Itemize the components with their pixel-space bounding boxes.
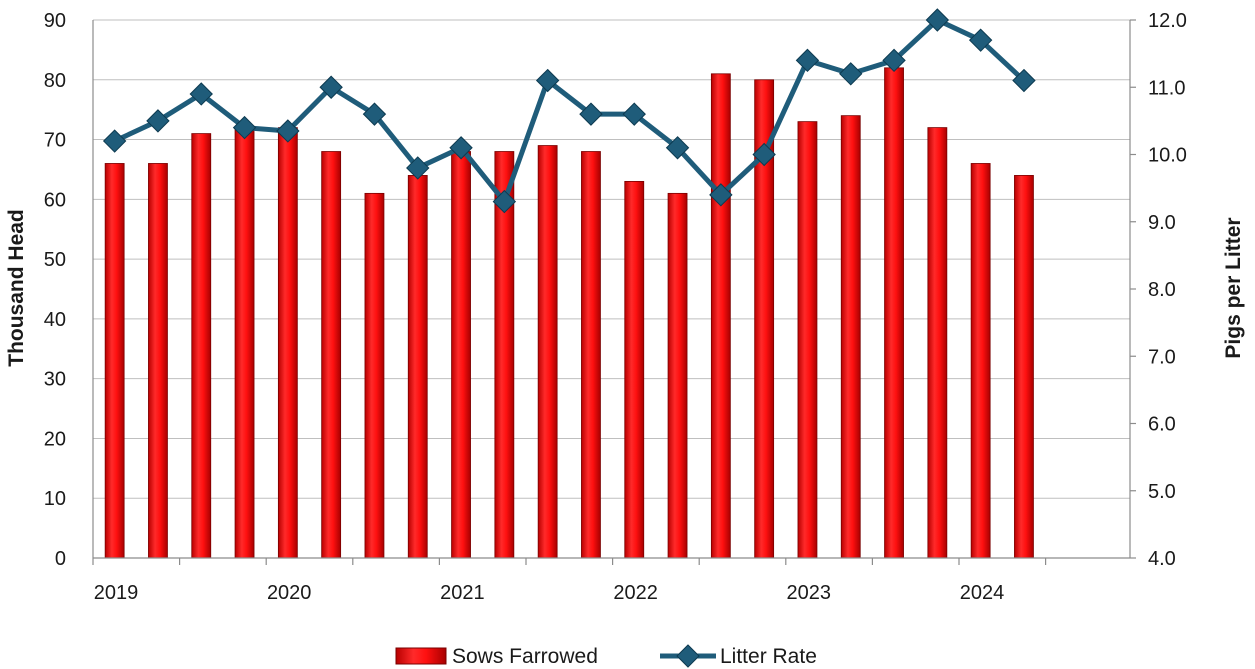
- bar-sows-farrowed: [148, 163, 168, 559]
- bar-sows-farrowed: [970, 163, 991, 559]
- bar-sows-farrowed: [667, 192, 688, 559]
- x-axis-ticks: 2019 2020 2021 2022 2023 2024: [94, 582, 1005, 604]
- bar-sows-farrowed: [234, 127, 255, 559]
- right-tick-label: 8.0: [1148, 279, 1176, 301]
- point-litter-rate: [968, 28, 993, 52]
- x-tick-label: 2019: [94, 582, 139, 604]
- bar-sows-farrowed: [364, 192, 385, 559]
- gridlines: [93, 19, 1130, 499]
- bar-sows-farrowed: [624, 180, 645, 559]
- left-tick-label: 70: [44, 130, 66, 152]
- x-tick-label: 2023: [787, 582, 832, 604]
- bar-series: [104, 67, 1034, 559]
- left-tick-label: 50: [44, 249, 66, 271]
- line-series: [102, 8, 1036, 214]
- legend: Sows Farrowed Litter Rate: [395, 644, 817, 668]
- left-axis-title: Thousand Head: [5, 209, 28, 367]
- bar-sows-farrowed: [840, 115, 861, 559]
- x-tick-label: 2024: [960, 582, 1005, 604]
- left-tick-label: 80: [44, 70, 66, 92]
- legend-label-sows-farrowed: Sows Farrowed: [452, 645, 598, 668]
- bar-sows-farrowed: [451, 151, 471, 559]
- point-litter-rate: [839, 62, 863, 86]
- right-tick-label: 7.0: [1148, 346, 1176, 368]
- point-litter-rate: [189, 82, 213, 106]
- point-litter-rate: [102, 129, 127, 153]
- point-litter-rate: [1012, 68, 1036, 93]
- legend-marker-litter-rate: [676, 644, 700, 668]
- bar-sows-farrowed: [407, 175, 428, 559]
- left-tick-label: 40: [44, 309, 66, 331]
- legend-label-litter-rate: Litter Rate: [720, 645, 817, 668]
- point-litter-rate: [925, 8, 950, 32]
- point-litter-rate: [622, 102, 646, 126]
- point-litter-rate: [406, 156, 430, 180]
- right-axis-ticks: 4.0 5.0 6.0 7.0 8.0 9.0 10.0 11.0 12.0: [1148, 10, 1187, 570]
- point-litter-rate: [579, 102, 603, 126]
- point-litter-rate: [535, 68, 560, 93]
- point-litter-rate: [276, 119, 300, 143]
- right-tick-label: 5.0: [1148, 481, 1176, 503]
- x-tick-label: 2022: [613, 582, 658, 604]
- bar-sows-farrowed: [1014, 175, 1034, 559]
- line-litter-rate: [113, 17, 1026, 205]
- bar-sows-farrowed: [710, 73, 731, 559]
- left-tick-label: 10: [44, 488, 66, 510]
- point-litter-rate: [232, 115, 257, 140]
- point-litter-rate: [319, 75, 343, 99]
- point-litter-rate: [882, 48, 906, 73]
- left-tick-label: 20: [44, 428, 66, 450]
- legend-swatch-sows-farrowed: [395, 647, 447, 665]
- right-tick-label: 9.0: [1148, 212, 1176, 234]
- point-litter-rate: [492, 189, 517, 214]
- point-litter-rate: [146, 109, 170, 133]
- bar-sows-farrowed: [884, 67, 904, 559]
- point-litter-rate: [449, 136, 473, 160]
- point-litter-rate: [362, 102, 387, 126]
- point-litter-rate: [752, 142, 776, 167]
- right-tick-label: 10.0: [1148, 145, 1187, 167]
- bar-sows-farrowed: [537, 145, 558, 559]
- left-tick-label: 90: [44, 10, 66, 32]
- left-tick-label: 30: [44, 369, 66, 391]
- left-tick-label: 60: [44, 189, 66, 211]
- bar-sows-farrowed: [277, 127, 298, 559]
- right-tick-label: 6.0: [1148, 414, 1176, 436]
- bar-sows-farrowed: [321, 151, 342, 559]
- right-tick-label: 4.0: [1148, 548, 1176, 570]
- point-litter-rate: [795, 48, 820, 73]
- bar-sows-farrowed: [104, 163, 125, 559]
- bar-sows-farrowed: [797, 121, 818, 559]
- bar-sows-farrowed: [581, 151, 601, 559]
- left-axis-ticks: 0 10 20 30 40 50 60 70 80 90: [44, 10, 66, 570]
- right-tick-label: 11.0: [1148, 77, 1185, 99]
- axes: [92, 19, 1136, 565]
- point-litter-rate: [665, 136, 690, 160]
- bar-sows-farrowed: [927, 127, 948, 559]
- x-tick-label: 2021: [440, 582, 485, 604]
- right-tick-label: 12.0: [1148, 10, 1187, 32]
- left-tick-label: 0: [55, 548, 66, 570]
- bar-sows-farrowed: [191, 133, 212, 559]
- x-tick-label: 2020: [267, 582, 312, 604]
- right-axis-title: Pigs per Litter: [1222, 217, 1245, 358]
- point-litter-rate: [709, 183, 733, 207]
